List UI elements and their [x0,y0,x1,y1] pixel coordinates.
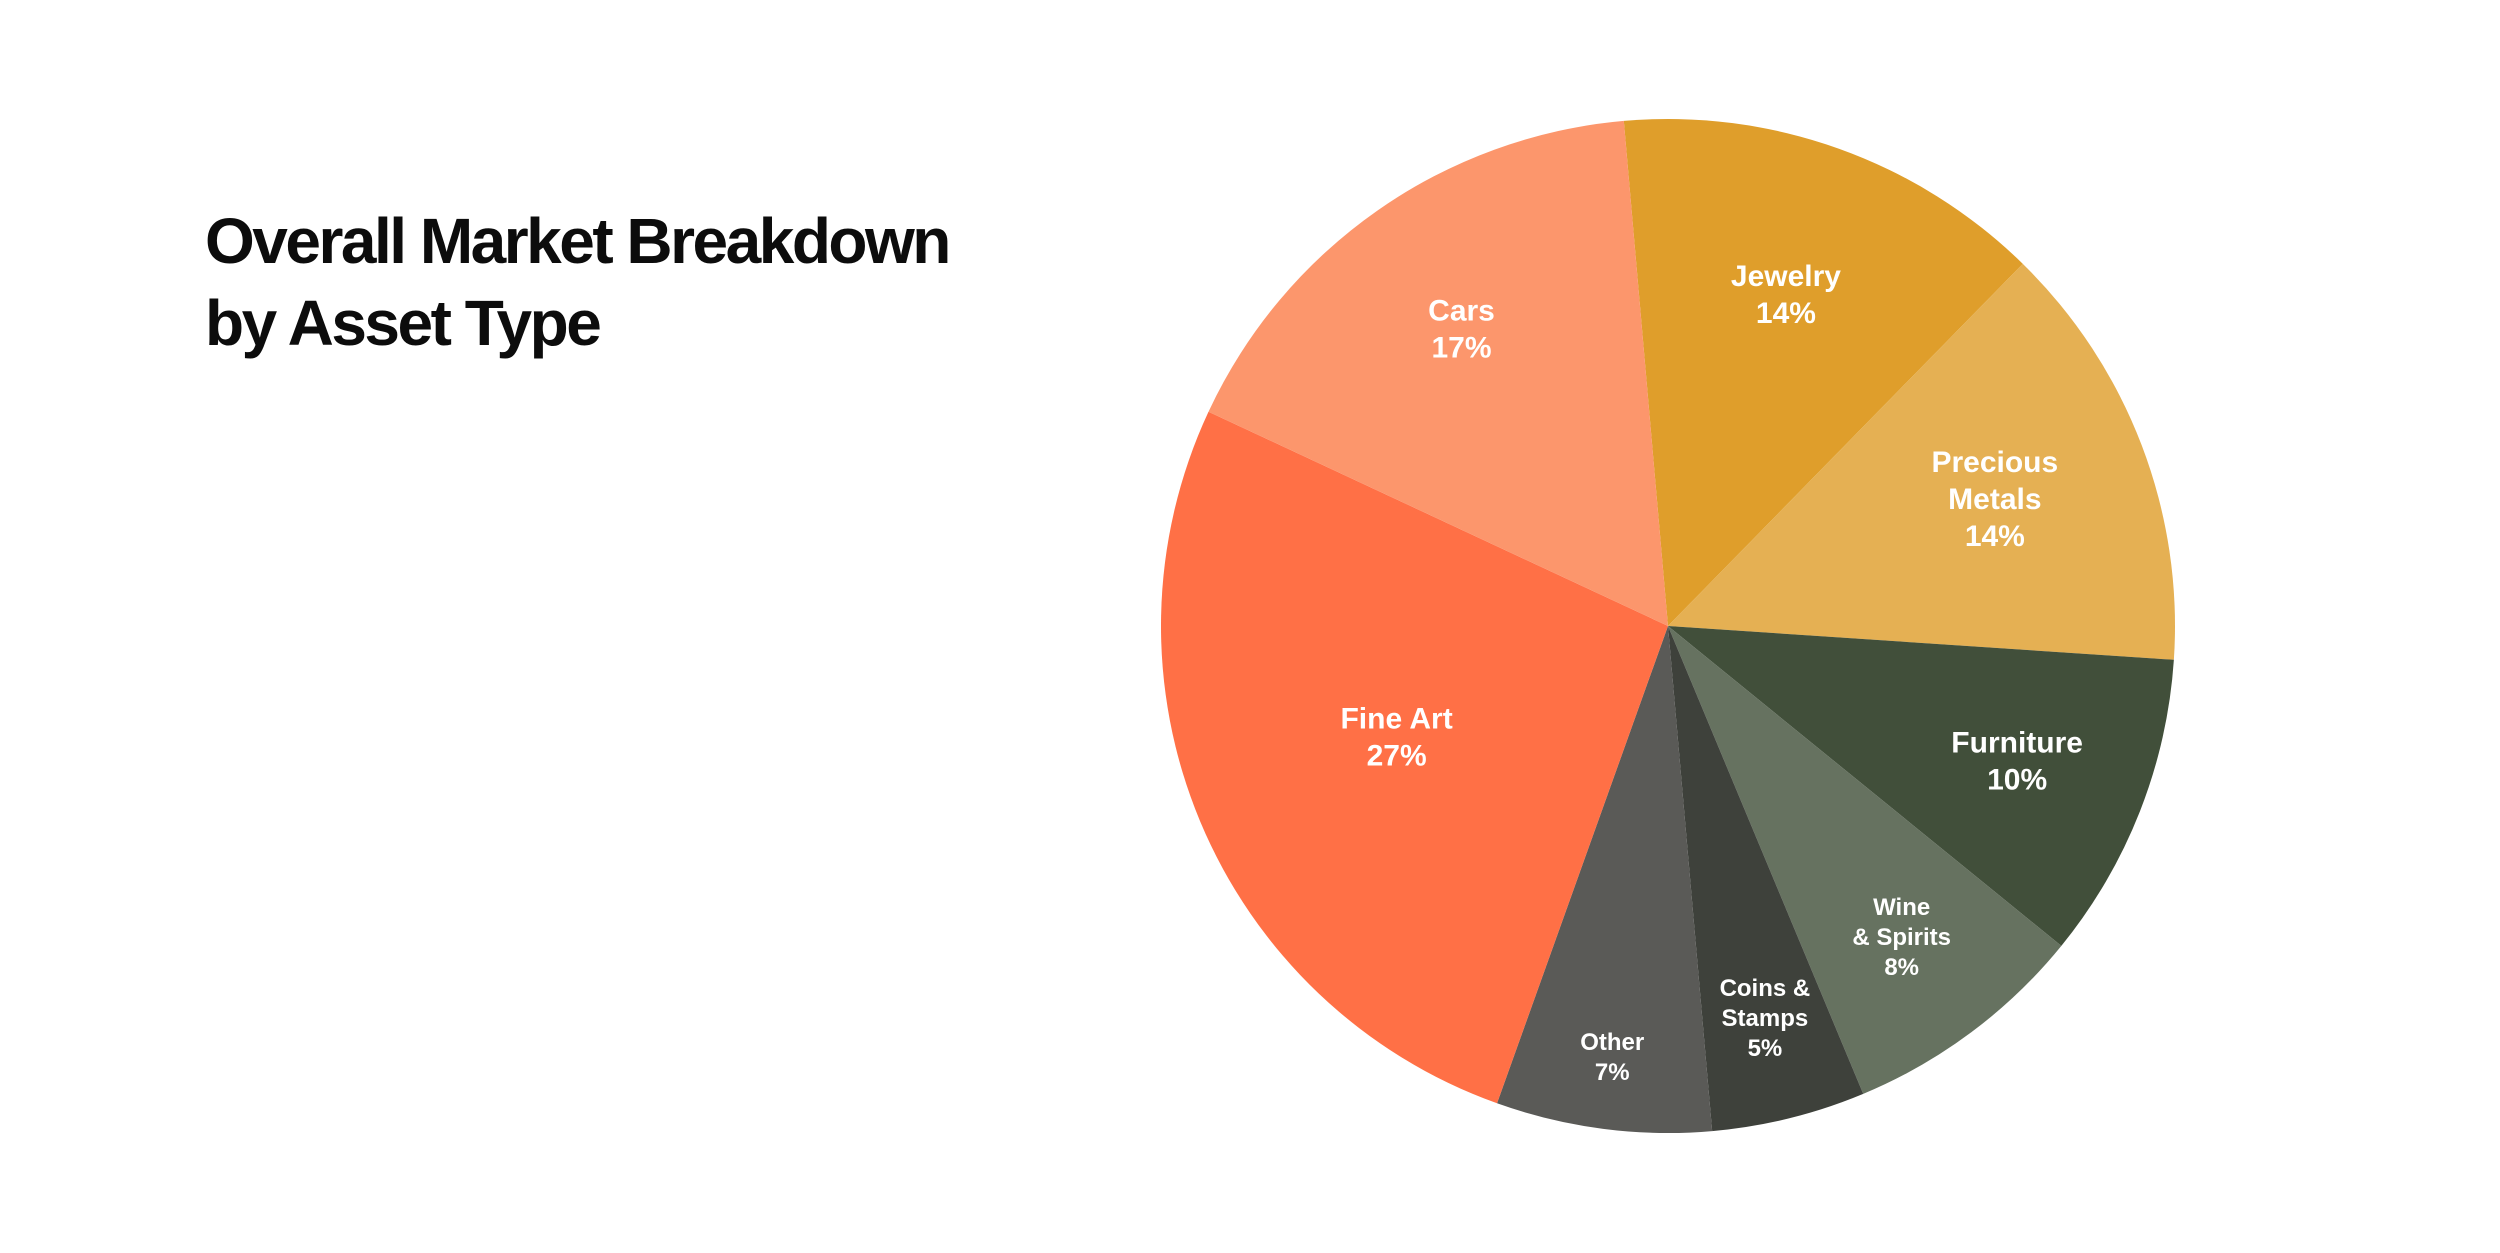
slice-name-label: Fine Art [1340,703,1452,736]
slice-value-label: 7% [1595,1059,1630,1086]
slice-name-label: Metals [1948,483,2041,516]
slice-name-label: Stamps [1722,1005,1809,1032]
chart-title: Overall Market Breakdown by Asset Type [205,200,1105,364]
slice-value-label: 14% [1965,520,2025,553]
pie-slice-cars [1208,120,1668,626]
slice-label-wine-spirits: Wine & Spirits 8% [1852,894,1951,981]
slice-value-label: 5% [1748,1035,1783,1062]
slice-name-label: & Spirits [1852,924,1951,951]
pie-slice-furniture [1668,626,2174,946]
slice-name-label: Coins & [1720,975,1811,1002]
pie-slice-wine-spirits [1668,626,2062,1094]
pie-slice-other [1497,626,1713,1133]
slice-label-jewelry: Jewelry 14% [1731,260,1841,330]
slice-name-label: Furniture [1951,727,2083,760]
slice-name-label: Precious [1931,446,2058,479]
chart-title-line-1: Overall Market Breakdown [205,205,951,277]
slice-label-cars: Cars 17% [1428,295,1495,365]
slice-label-furniture: Furniture 10% [1951,727,2083,797]
pie-slice-coins-stamps [1668,626,1864,1132]
slice-label-other: Other 7% [1580,1029,1644,1086]
slice-label-coins-stamps: Coins & Stamps 5% [1720,975,1811,1062]
slice-value-label: 8% [1884,954,1919,981]
slice-value-label: 17% [1432,332,1492,365]
slice-name-label: Jewelry [1731,260,1841,293]
slice-value-label: 14% [1756,297,1816,330]
chart-title-line-2: by Asset Type [205,287,602,359]
slice-name-label: Wine [1873,894,1930,921]
pie-slice-fine-art [1161,411,1668,1104]
slice-label-precious-metals: Precious Metals 14% [1931,446,2058,553]
pie-slice-jewelry [1623,119,2023,627]
slice-label-fine-art: Fine Art 27% [1340,703,1452,773]
slice-name-label: Other [1580,1029,1644,1056]
slice-name-label: Cars [1428,295,1495,328]
pie-slice-precious-metals [1668,263,2175,660]
slice-value-label: 27% [1367,740,1427,773]
slice-value-label: 10% [1987,764,2047,797]
